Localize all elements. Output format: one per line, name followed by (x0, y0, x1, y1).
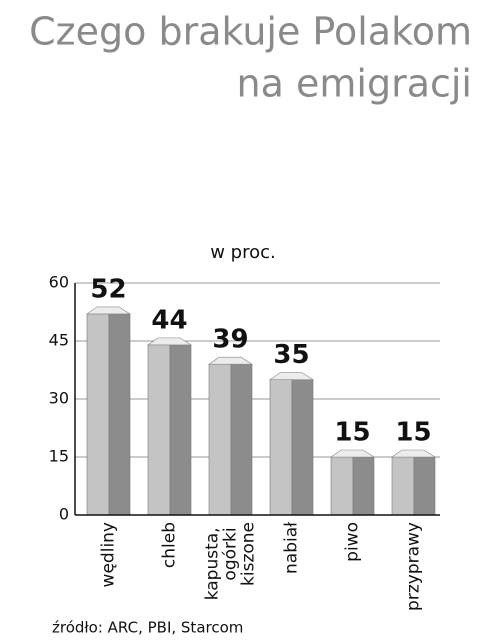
bar-top (147, 337, 193, 346)
source: źródło: ARC, PBI, Starcom (52, 619, 243, 637)
chart-subtitle: w proc. (210, 242, 276, 263)
bar-front (269, 379, 293, 516)
value-label: 39 (212, 325, 248, 355)
bar (330, 449, 376, 516)
bar (86, 306, 132, 516)
value-label: 15 (334, 418, 370, 448)
bar-top (208, 356, 254, 365)
y-tick-label: 45 (49, 331, 69, 350)
y-tick-label: 15 (49, 447, 69, 466)
bar-top (330, 449, 376, 458)
bar-front (208, 363, 232, 516)
bar (208, 356, 254, 516)
x-tick-label: przyprawy (404, 522, 424, 611)
bar-side (108, 313, 131, 516)
bar-side (169, 344, 192, 516)
value-label: 35 (273, 340, 309, 370)
bar (391, 449, 437, 516)
bar-front (147, 344, 171, 516)
x-tick-label: chleb (160, 522, 180, 568)
x-tick-label: nabiał (282, 522, 302, 574)
bar-side (413, 456, 436, 516)
value-label: 52 (90, 274, 126, 304)
value-label: 44 (151, 305, 187, 335)
bar (269, 372, 315, 516)
bar-side (291, 379, 314, 516)
bar-front (391, 456, 415, 516)
bar-top (391, 449, 437, 458)
value-label: 15 (395, 418, 431, 448)
y-tick-label: 30 (49, 389, 69, 408)
y-tick-label: 60 (49, 273, 69, 292)
bar-top (86, 306, 132, 315)
bar (147, 337, 193, 516)
bar-front (330, 456, 354, 516)
x-tick-label: kapusta, ogórki kiszone (203, 522, 259, 600)
x-tick-label: piwo (343, 522, 363, 562)
x-tick-label: wędliny (99, 522, 119, 587)
bar-side (230, 363, 253, 516)
bar-side (352, 456, 375, 516)
chart-title: Czego brakuje Polakom (29, 10, 472, 54)
y-tick-label: 0 (59, 505, 69, 524)
bar-top (269, 372, 315, 380)
bar-front (86, 313, 110, 516)
chart-title: na emigracji (237, 62, 472, 106)
